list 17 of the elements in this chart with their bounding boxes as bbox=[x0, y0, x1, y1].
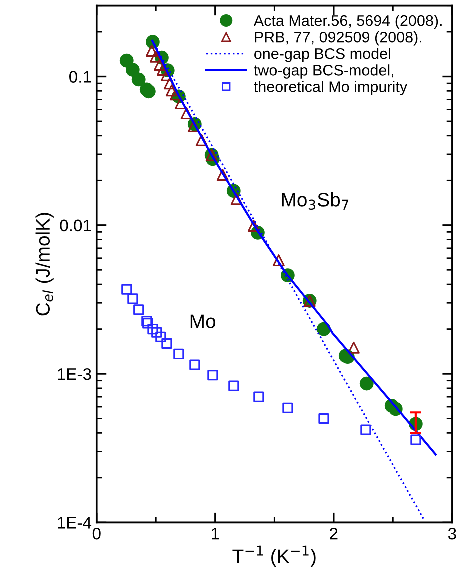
annotation: Mo$_{3}$Sb$_{7}$ bbox=[282, 192, 349, 210]
y-tick-label: 1E-4 bbox=[58, 517, 92, 529]
x-axis-title: T$^{−1}$ (K$^{−1}$) bbox=[232, 546, 316, 568]
legend-label: two-gap BCS-model, bbox=[254, 64, 394, 79]
legend-label: Acta Mater.56, 5694 (2008). bbox=[254, 15, 442, 30]
y-axis-title: C$_{el}$ (J/molK) bbox=[36, 213, 54, 316]
x-tick-label: 3 bbox=[448, 528, 456, 540]
legend-label: PRB, 77, 092509 (2008). bbox=[255, 32, 422, 46]
y-tick-label: 1E-3 bbox=[58, 368, 92, 380]
x-tick-label: 1 bbox=[212, 528, 220, 540]
annotation: Mo bbox=[190, 314, 216, 328]
legend-label: theoretical Mo impurity bbox=[254, 81, 408, 96]
legend-label: one-gap BCS model bbox=[254, 48, 390, 62]
x-tick-label: 2 bbox=[330, 528, 338, 540]
y-tick-label: 0.1 bbox=[70, 71, 92, 83]
x-tick-label: 0 bbox=[92, 528, 101, 540]
y-tick-label: 0.01 bbox=[60, 220, 92, 232]
